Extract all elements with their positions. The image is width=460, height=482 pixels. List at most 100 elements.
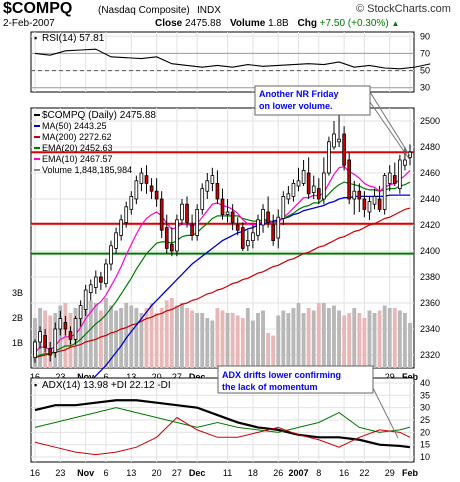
price-tick-label: 2500: [420, 116, 440, 126]
volume-bar: [316, 303, 321, 368]
volume-bar: [200, 313, 205, 368]
adx-series-line: [34, 416, 411, 456]
candle-body: [235, 224, 240, 231]
volume-bar: [190, 310, 195, 368]
rsi-panel: 30 50 70 90 ▪ RSI(14) 57.81: [30, 31, 431, 93]
x-tick-label: Feb: [402, 372, 419, 382]
chg-label: Chg: [297, 18, 317, 29]
candle-body: [210, 175, 215, 184]
volume-bar: [129, 305, 134, 368]
volume-bar: [266, 333, 271, 368]
candle-body: [367, 201, 372, 213]
candle-body: [195, 208, 199, 236]
candle-body: [205, 180, 210, 192]
volume-bar: [250, 320, 255, 368]
volume-bar: [119, 308, 124, 368]
candle-body: [139, 172, 144, 184]
annotation-text: ADX drifts lower confirming: [222, 370, 341, 380]
volume-bar: [402, 313, 407, 368]
candle-body: [387, 172, 392, 184]
candle-body: [220, 198, 225, 215]
x-tick-label: 16: [339, 468, 349, 478]
adx-tick-label: 30: [420, 403, 430, 413]
x-tick-label: Dec: [189, 372, 206, 382]
candle-body: [180, 203, 184, 221]
price-tick-label: 2480: [420, 142, 440, 152]
x-tick-label: 18: [248, 468, 258, 478]
adx-tick-label: 20: [420, 427, 430, 437]
legend-label: Volume 1,848,185,984: [42, 165, 132, 175]
candle-body: [332, 133, 336, 148]
volume-bar: [104, 298, 108, 368]
candle-body: [266, 211, 270, 223]
volume-bar: [296, 303, 301, 368]
chg-arrow-icon: ▲: [391, 19, 400, 28]
volume-bar: [164, 300, 169, 368]
candle-body: [362, 198, 367, 210]
volume-bar: [321, 303, 326, 368]
rsi-title: RSI(14) 57.81: [42, 33, 105, 44]
adx-series-line: [34, 407, 411, 433]
candle-body: [347, 159, 352, 200]
volume-bar: [114, 310, 119, 368]
volume-bar: [377, 310, 382, 368]
candle-body: [33, 341, 37, 359]
volume-value: 1.8B: [268, 18, 289, 29]
price-tick-label: 2380: [420, 272, 440, 282]
volume-label: Volume: [229, 18, 266, 29]
volume-tick-label: 3B: [12, 288, 23, 298]
x-tick-label: 11: [223, 468, 232, 478]
volume-bar: [174, 305, 179, 368]
rsi-tick-label: 30: [420, 83, 430, 93]
volume-tick-label: 2B: [12, 313, 23, 323]
candle-body: [352, 190, 357, 200]
candle-body: [175, 219, 179, 252]
volume-bar: [367, 310, 372, 368]
candle-body: [38, 331, 42, 343]
volume-bar: [235, 315, 240, 368]
candle-body: [68, 331, 73, 340]
volume-bar: [256, 313, 260, 368]
annotation-arrow: [369, 91, 411, 157]
annotation-arrow: [369, 101, 411, 161]
quote-summary: Close 2475.88 Volume 1.8B Chg +7.50 (+0.…: [155, 18, 399, 29]
volume-bar: [58, 305, 63, 368]
price-tick-label: 2360: [420, 298, 440, 308]
rsi-legend-icon: ▪: [34, 33, 37, 43]
chg-value: +7.50 (+0.30%): [319, 18, 389, 29]
volume-bar: [180, 303, 184, 368]
adx-tick-label: 15: [420, 440, 430, 450]
volume-bar: [93, 303, 98, 368]
candle-body: [246, 240, 250, 247]
volume-bar: [382, 305, 387, 368]
volume-bar: [124, 303, 129, 368]
candle-body: [159, 198, 164, 231]
candle-body: [109, 245, 113, 265]
volume-bar: [139, 313, 144, 368]
volume-bar: [98, 310, 103, 368]
close-value: 2475.88: [185, 18, 222, 29]
symbol: $COMPQ: [3, 0, 73, 17]
adx-title: ADX(14) 13.98 +DI 22.12 -DI: [42, 380, 171, 391]
candle-body: [230, 211, 235, 223]
volume-bar: [195, 313, 200, 368]
rsi-tick-label: 90: [420, 31, 430, 41]
price-tick-label: 2440: [420, 194, 440, 204]
x-tick-label: 29: [385, 468, 395, 478]
volume-bar: [281, 310, 286, 368]
x-tick-label: 27: [172, 468, 182, 478]
x-tick-label: 6: [103, 372, 108, 382]
candle-body: [251, 232, 255, 242]
candle-body: [119, 219, 123, 236]
rsi-tick-label: 70: [420, 48, 430, 58]
candle-body: [225, 211, 230, 215]
candle-body: [327, 141, 331, 174]
quote-date: 2-Feb-2007: [3, 18, 55, 29]
annotation-text: the lack of momentum: [222, 382, 318, 392]
price-tick-label: 2400: [420, 246, 440, 256]
volume-bar: [276, 315, 281, 368]
adx-legend-icon: ▪: [34, 380, 37, 390]
volume-bar: [240, 318, 245, 368]
volume-bar: [225, 313, 230, 368]
candle-body: [215, 182, 220, 200]
